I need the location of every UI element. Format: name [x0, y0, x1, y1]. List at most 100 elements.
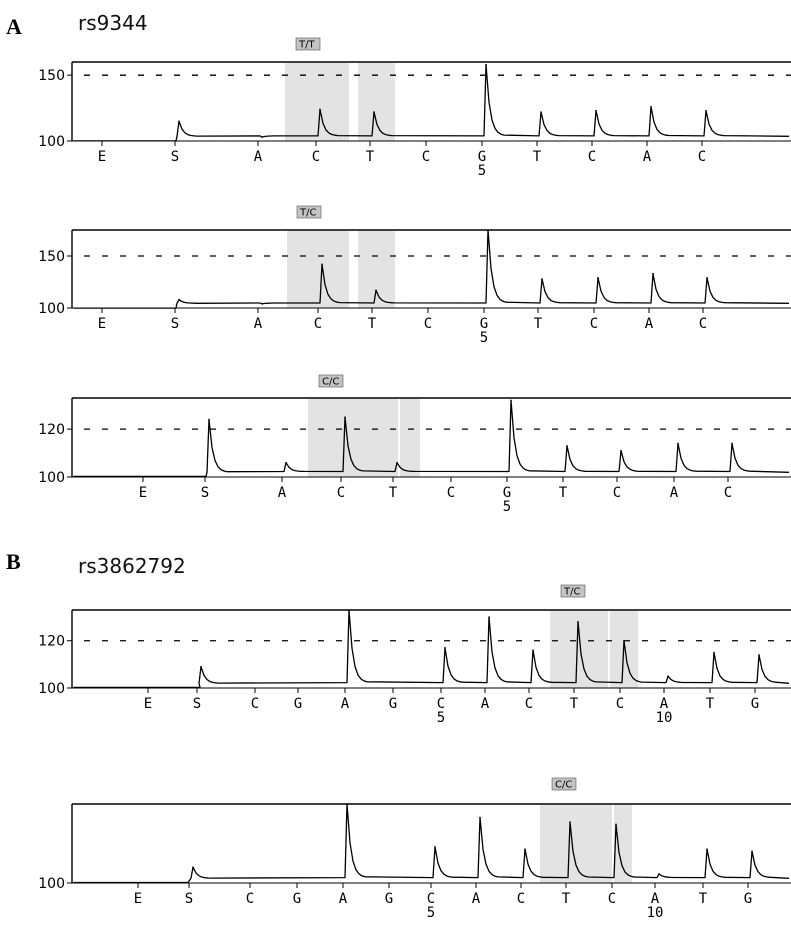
dispensation-label: A	[341, 696, 350, 712]
y-tick-label: 150	[38, 249, 65, 265]
y-tick-label: 100	[38, 681, 65, 697]
pyrogram-trace	[73, 63, 790, 142]
peak-point	[208, 418, 210, 421]
peak-point	[706, 277, 708, 279]
snp-highlight-region	[540, 805, 612, 883]
dispensation-label: C	[251, 696, 259, 712]
peak-point	[620, 449, 622, 452]
genotype-label: T/C	[563, 587, 580, 598]
peak-point	[713, 651, 715, 654]
peak-point	[479, 816, 481, 819]
pyrogram-trace	[73, 803, 790, 884]
dispensation-label: A	[254, 149, 263, 165]
peak-point	[615, 823, 617, 826]
genotype-label: C/C	[555, 780, 572, 791]
peak-point	[623, 639, 625, 642]
peak-point	[510, 399, 512, 402]
peak-point	[541, 278, 543, 280]
dispensation-label: S	[193, 696, 201, 712]
peak-point	[650, 105, 652, 108]
position-number-label: 5	[503, 499, 511, 515]
peak-point	[524, 848, 526, 850]
snp-highlight-region	[614, 805, 632, 883]
panel-a-letter: A	[6, 14, 22, 39]
peak-point	[434, 846, 436, 848]
snp-highlight-region	[358, 231, 395, 308]
dispensation-label: A	[645, 316, 654, 332]
peak-point	[261, 303, 263, 305]
dispensation-label: S	[171, 316, 179, 332]
dispensation-label: C	[312, 149, 320, 165]
dispensation-label: T	[559, 485, 568, 501]
y-tick-label: 120	[38, 634, 65, 650]
dispensation-label: C	[447, 485, 455, 501]
genotype-badge	[560, 584, 586, 598]
dispensation-label: T	[366, 149, 375, 165]
peak-point	[396, 461, 398, 464]
position-number-label: 5	[427, 905, 435, 921]
peak-point	[595, 109, 597, 112]
pyrogram-trace	[73, 399, 790, 478]
peak-point	[178, 120, 180, 123]
peak-point	[178, 298, 180, 301]
dispensation-label: T	[699, 891, 708, 907]
peak-point	[667, 675, 669, 677]
dispensation-label: A	[481, 696, 490, 712]
peak-point	[321, 263, 323, 266]
dispensation-label: C	[590, 316, 598, 332]
dispensation-label: A	[651, 891, 660, 907]
dispensation-label: T	[368, 316, 377, 332]
pyrogram-trace	[73, 609, 790, 689]
peak-point	[261, 136, 263, 138]
peak-point	[652, 272, 654, 275]
dispensation-label: A	[643, 149, 652, 165]
genotype-label: T/C	[299, 208, 316, 219]
peak-point	[319, 108, 321, 111]
y-tick-label: 120	[38, 422, 65, 438]
dispensation-label: A	[472, 891, 481, 907]
snp-highlight-region	[400, 399, 420, 477]
genotype-badge	[295, 37, 321, 51]
peak-point	[540, 111, 542, 113]
position-number-label: 5	[480, 330, 488, 346]
dispensation-label: A	[339, 891, 348, 907]
dispensation-label: C	[422, 149, 430, 165]
pyrogram-1: T/T 100 150 E S A C T C G T C A C 5	[38, 37, 791, 179]
peak-point	[285, 461, 287, 464]
dispensation-label: C	[424, 316, 432, 332]
y-tick-label: 100	[38, 470, 65, 486]
peak-point	[192, 866, 194, 868]
peak-point	[706, 848, 708, 850]
pyrogram-3: C/C 100 120 E S A C T C G T C A C 5	[38, 374, 791, 515]
peak-point	[705, 109, 707, 112]
dispensation-label: T	[562, 891, 571, 907]
snp-highlight-region	[358, 63, 395, 141]
dispensation-label: C	[698, 149, 706, 165]
dispensation-label: S	[171, 149, 179, 165]
dispensation-label: E	[144, 696, 152, 712]
genotype-label: C/C	[322, 377, 339, 388]
dispensation-label: E	[139, 485, 147, 501]
pyrogram-4: T/C 100 120 E S C G A G C A C T C A T G 5 10	[38, 584, 791, 726]
peak-point	[346, 803, 348, 805]
dispensation-label: A	[254, 316, 263, 332]
peak-point	[348, 609, 350, 611]
peak-point	[597, 277, 599, 279]
peak-point	[751, 850, 753, 853]
dispensation-label: T	[389, 485, 398, 501]
dispensation-label: A	[278, 485, 287, 501]
dispensation-label: G	[389, 696, 397, 712]
dispensation-label: S	[201, 485, 209, 501]
peak-point	[444, 647, 446, 649]
snp-highlight-region	[550, 611, 608, 688]
dispensation-label: C	[588, 149, 596, 165]
position-number-label: 5	[437, 710, 445, 726]
peak-point	[373, 111, 375, 113]
peak-point	[731, 442, 733, 445]
pyrogram-trace	[73, 229, 790, 309]
pyrogram-2: T/C 100 150 E S A C T C G T C A C 5	[38, 205, 791, 346]
dispensation-label: T	[534, 316, 543, 332]
y-tick-label: 100	[38, 876, 65, 892]
position-number-label: 10	[656, 710, 673, 726]
